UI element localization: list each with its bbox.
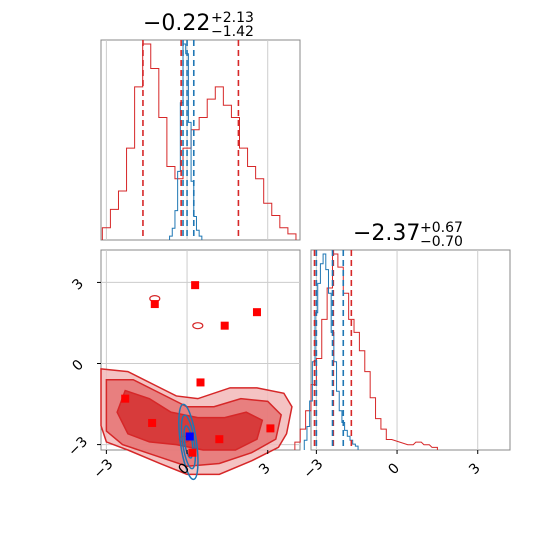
red-point	[148, 418, 157, 427]
scatter-x-tick-label: 3	[256, 460, 274, 478]
diag1-panel	[100, 39, 301, 241]
diag2-blue-histogram	[303, 253, 359, 450]
red-point	[150, 300, 159, 309]
scatter-y-tick-label: 0	[69, 357, 87, 375]
scatter-y-tick-label: 3	[69, 276, 87, 294]
red-point	[215, 435, 224, 444]
red-point	[188, 448, 197, 457]
diag2-x-tick-label: −3	[301, 456, 327, 482]
red-point	[252, 308, 261, 317]
blue-contour	[178, 403, 199, 481]
red-contour-blob	[192, 322, 204, 330]
diag2-x-tick-label: 3	[466, 460, 484, 478]
scatter-x-tick-label: −3	[91, 456, 117, 482]
blue-contour	[180, 414, 197, 470]
diag1-title-minus: −1.42	[211, 24, 254, 40]
diag1-title-plus: +2.13	[211, 10, 254, 26]
diag2-title: −2.37	[353, 221, 420, 246]
diag1-blue-histogram	[169, 43, 203, 240]
red-point	[121, 394, 130, 403]
red-point	[196, 378, 205, 387]
red-point	[191, 281, 200, 290]
diag2-x-tick-label: 0	[385, 460, 403, 478]
diag2-title-plus: +0.67	[420, 220, 463, 236]
blue-contour	[183, 425, 194, 459]
diag1-red-histogram	[101, 43, 297, 240]
diag2-panel	[310, 249, 511, 451]
diag1-title: −0.22	[143, 11, 210, 36]
red-point	[220, 321, 229, 330]
diag2-title-minus: −0.70	[420, 234, 463, 250]
diag2-red-histogram	[294, 253, 438, 450]
blue-point	[185, 432, 194, 441]
red-point	[266, 424, 275, 433]
scatter-y-tick-label: −3	[65, 434, 91, 460]
